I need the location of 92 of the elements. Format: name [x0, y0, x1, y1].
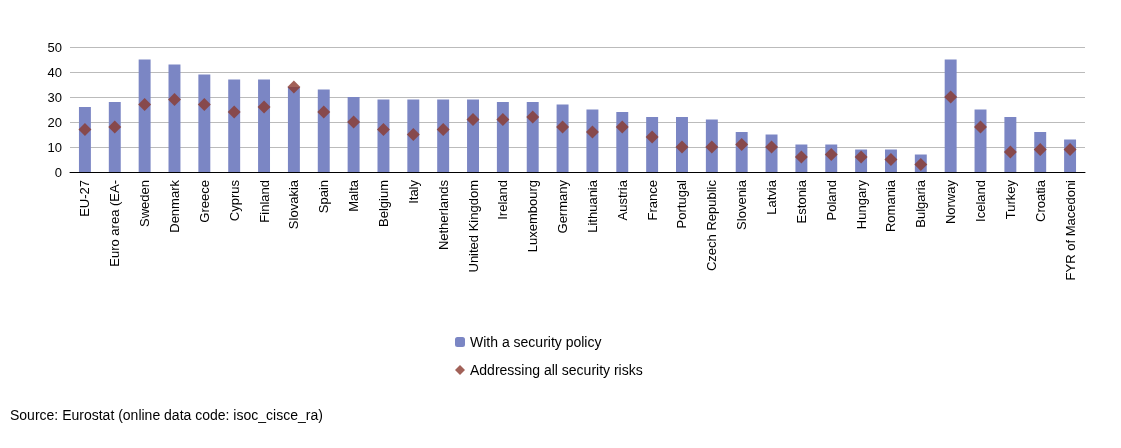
- x-tick-label: Portugal: [674, 179, 690, 229]
- bar: [526, 102, 539, 172]
- point: [376, 123, 390, 136]
- x-tick-label: Croatia: [1032, 179, 1048, 222]
- x-tick-label: France: [644, 180, 660, 221]
- point: [257, 100, 271, 114]
- point: [645, 130, 659, 144]
- x-tick-label: Estonia: [793, 179, 809, 224]
- x-tick-label: Latvia: [764, 179, 780, 215]
- legend-label: Addressing all security risks: [470, 362, 643, 378]
- legend-label: With a security policy: [470, 334, 602, 350]
- point: [675, 140, 689, 154]
- x-tick-label: Germany: [555, 179, 571, 234]
- point: [705, 140, 719, 154]
- x-tick-label: Slovenia: [734, 179, 750, 230]
- point: [227, 105, 241, 119]
- x-tick-label: Norway: [943, 179, 959, 225]
- x-tick-label: Italy: [405, 179, 421, 204]
- point: [496, 113, 510, 126]
- point: [914, 158, 928, 171]
- point: [944, 90, 958, 104]
- point: [347, 115, 361, 129]
- point: [884, 153, 898, 166]
- point: [1033, 143, 1047, 156]
- x-tick-label: Czech Republic: [704, 179, 720, 272]
- x-tick-label: Romania: [883, 179, 899, 233]
- x-tick-label: Austria: [614, 179, 630, 221]
- point: [287, 80, 301, 94]
- bar: [317, 89, 330, 172]
- point: [167, 93, 181, 106]
- point: [794, 150, 808, 164]
- y-tick-label: 10: [47, 139, 62, 155]
- x-tick-label: Netherlands: [435, 179, 451, 251]
- y-tick-label: 50: [47, 39, 62, 55]
- x-tick-label: Sweden: [137, 180, 153, 227]
- source-note: Source: Eurostat (online data code: isoc_cisce_ra): [10, 407, 323, 423]
- x-tick-label: Bulgaria: [913, 179, 929, 228]
- point: [466, 113, 480, 126]
- y-tick-label: 0: [54, 164, 62, 180]
- point: [974, 120, 988, 134]
- x-tick-label: Ireland: [495, 180, 511, 220]
- point: [1003, 145, 1017, 159]
- bar: [407, 99, 420, 172]
- point: [735, 138, 749, 151]
- bar: [944, 59, 957, 172]
- point: [197, 98, 211, 111]
- bar: [287, 87, 300, 172]
- point: [765, 140, 779, 154]
- point: [526, 110, 540, 124]
- bar: [437, 99, 450, 172]
- x-tick-label: Cyprus: [226, 179, 242, 222]
- point: [556, 120, 570, 134]
- x-tick-label: Luxembourg: [525, 180, 541, 253]
- point: [824, 148, 838, 161]
- x-tick-label: EU-27: [77, 180, 93, 217]
- x-tick-label: Euro area (EA-: [107, 180, 123, 267]
- bar: [228, 79, 241, 172]
- x-tick-label: Hungary: [853, 179, 869, 230]
- point: [138, 98, 152, 111]
- x-tick-label: Iceland: [973, 180, 989, 222]
- bar: [377, 99, 390, 172]
- y-tick-label: 40: [47, 64, 62, 80]
- bar: [347, 97, 360, 172]
- x-tick-label: Belgium: [375, 180, 391, 227]
- point: [108, 120, 122, 134]
- point: [1063, 143, 1077, 156]
- x-tick-label: Greece: [196, 180, 212, 223]
- x-tick-label: Slovakia: [286, 179, 302, 230]
- bar: [467, 99, 479, 172]
- bar: [108, 102, 121, 172]
- bar: [258, 79, 271, 172]
- x-tick-label: United Kingdom: [465, 180, 481, 273]
- bar: [198, 74, 211, 172]
- point: [78, 123, 92, 136]
- point: [406, 128, 420, 141]
- point: [585, 125, 599, 139]
- x-tick-label: Poland: [823, 180, 839, 221]
- x-tick-label: Denmark: [166, 179, 182, 233]
- y-tick-label: 30: [47, 89, 62, 105]
- y-tick-label: 20: [47, 114, 62, 130]
- point: [615, 120, 629, 134]
- x-tick-label: Spain: [316, 180, 332, 214]
- x-tick-label: Turkey: [1002, 179, 1018, 220]
- point: [436, 123, 450, 136]
- bar: [496, 102, 509, 172]
- point: [854, 150, 868, 164]
- x-tick-label: Lithuania: [584, 179, 600, 233]
- bar: [138, 59, 151, 172]
- x-tick-label: Finland: [256, 180, 272, 223]
- x-tick-label: FYR of Macedoni: [1062, 179, 1078, 281]
- x-tick-label: Malta: [346, 179, 362, 212]
- point: [317, 105, 331, 119]
